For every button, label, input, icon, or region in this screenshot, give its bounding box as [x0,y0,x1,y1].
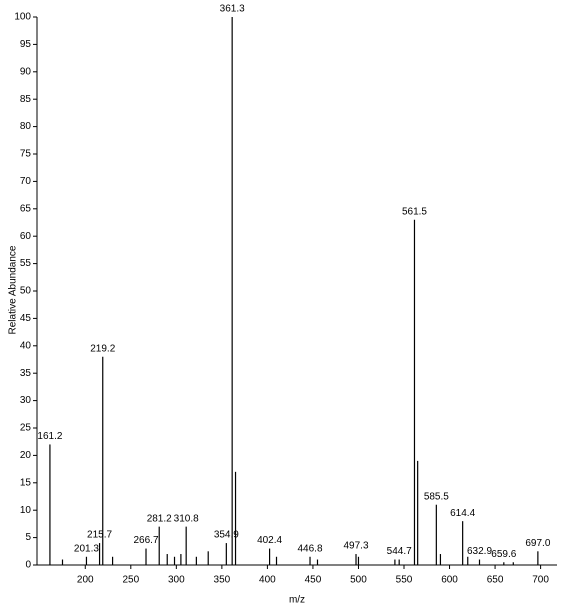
x-tick-label: 650 [487,575,504,586]
peak-label: 361.3 [220,4,245,15]
peak-label: 354.9 [214,530,239,541]
peak-label: 659.6 [491,549,516,560]
y-tick-label: 55 [20,258,32,269]
y-tick-label: 25 [20,423,32,434]
peak-label: 614.4 [450,508,475,519]
peak-label: 402.4 [257,535,282,546]
peak-label: 266.7 [133,535,158,546]
y-tick-label: 40 [20,340,32,351]
peak-label: 219.2 [90,343,115,354]
peak-label: 561.5 [402,206,427,217]
x-tick-label: 300 [168,575,185,586]
peak-label: 161.2 [37,431,62,442]
x-tick-label: 200 [77,575,94,586]
y-tick-label: 85 [20,94,32,105]
peak-label: 632.9 [467,546,492,557]
y-tick-label: 80 [20,121,32,132]
x-tick-label: 400 [259,575,276,586]
x-tick-label: 450 [305,575,322,586]
peak-label: 201.3 [74,543,99,554]
y-tick-label: 15 [20,477,32,488]
y-tick-label: 10 [20,505,32,516]
y-axis-label: Relative Abundance [8,245,19,334]
y-tick-label: 60 [20,231,32,242]
x-tick-label: 550 [396,575,413,586]
y-tick-label: 20 [20,450,32,461]
x-tick-label: 600 [441,575,458,586]
y-tick-label: 90 [20,66,32,77]
x-tick-label: 250 [122,575,139,586]
y-tick-label: 30 [20,395,32,406]
peak-label: 446.8 [298,543,323,554]
y-tick-label: 95 [20,39,32,50]
peak-label: 544.7 [387,546,412,557]
peak-label: 697.0 [525,538,550,549]
x-tick-label: 700 [532,575,549,586]
peak-label: 585.5 [424,491,449,502]
y-tick-label: 0 [25,560,31,571]
x-tick-label: 350 [214,575,231,586]
y-tick-label: 50 [20,286,32,297]
y-tick-label: 45 [20,313,32,324]
y-tick-label: 65 [20,203,32,214]
peak-label: 310.8 [174,513,199,524]
peak-label: 215.7 [87,530,112,541]
peak-label: 281.2 [147,513,172,524]
y-tick-label: 70 [20,176,32,187]
y-tick-label: 75 [20,149,32,160]
x-axis-label: m/z [289,595,305,606]
x-tick-label: 500 [350,575,367,586]
y-tick-label: 5 [25,532,31,543]
y-tick-label: 35 [20,368,32,379]
y-tick-label: 100 [14,12,31,23]
peak-label: 497.3 [343,541,368,552]
